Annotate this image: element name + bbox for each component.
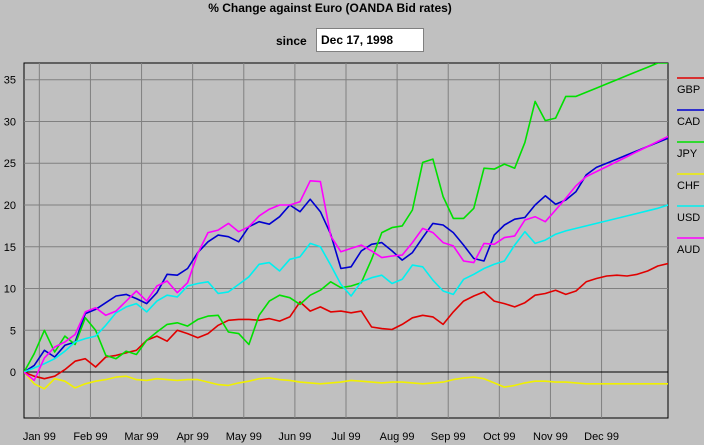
x-tick-label: Jun 99 <box>278 431 311 443</box>
chart-title: % Change against Euro (OANDA Bid rates) <box>208 1 452 15</box>
x-tick-label: Feb 99 <box>73 431 107 443</box>
series-line-jpy <box>24 63 668 373</box>
y-tick-label: 10 <box>4 284 16 296</box>
x-tick-label: Apr 99 <box>176 431 208 443</box>
series-line-usd <box>24 204 668 373</box>
y-tick-label: 20 <box>4 200 16 212</box>
grid <box>24 63 668 418</box>
x-tick-label: Nov 99 <box>533 431 568 443</box>
y-tick-label: 0 <box>10 367 16 379</box>
x-tick-label: Aug 99 <box>380 431 415 443</box>
y-tick-label: 15 <box>4 242 16 254</box>
y-axis: 0 5 10 15 20 25 30 35 <box>4 75 16 379</box>
x-tick-label: Oct 99 <box>483 431 515 443</box>
y-tick-label: 35 <box>4 75 16 87</box>
x-axis: Jan 99 Feb 99 Mar 99 Apr 99 May 99 Jun 99 Jul … <box>23 431 619 443</box>
series-line-chf <box>24 371 668 390</box>
x-tick-label: Mar 99 <box>124 431 158 443</box>
y-tick-label: 5 <box>10 325 16 337</box>
legend-label-chf: CHF <box>677 180 700 192</box>
legend-label-cad: CAD <box>677 116 700 128</box>
series-line-aud <box>24 135 668 382</box>
x-tick-label: Sep 99 <box>431 431 466 443</box>
legend-label-jpy: JPY <box>677 148 698 160</box>
x-tick-label: Dec 99 <box>584 431 619 443</box>
since-date-input[interactable] <box>316 28 424 52</box>
series-line-gbp <box>24 262 668 380</box>
legend: GBP CAD JPY CHF USD AUD <box>677 77 704 256</box>
since-label: since <box>276 34 307 48</box>
legend-label-usd: USD <box>677 212 700 224</box>
legend-label-aud: AUD <box>677 244 700 256</box>
y-tick-label: 30 <box>4 116 16 128</box>
x-tick-label: May 99 <box>226 431 262 443</box>
y-tick-label: 25 <box>4 158 16 170</box>
x-tick-label: Jul 99 <box>331 431 360 443</box>
legend-label-gbp: GBP <box>677 84 700 96</box>
series-lines <box>24 63 668 390</box>
x-tick-label: Jan 99 <box>23 431 56 443</box>
